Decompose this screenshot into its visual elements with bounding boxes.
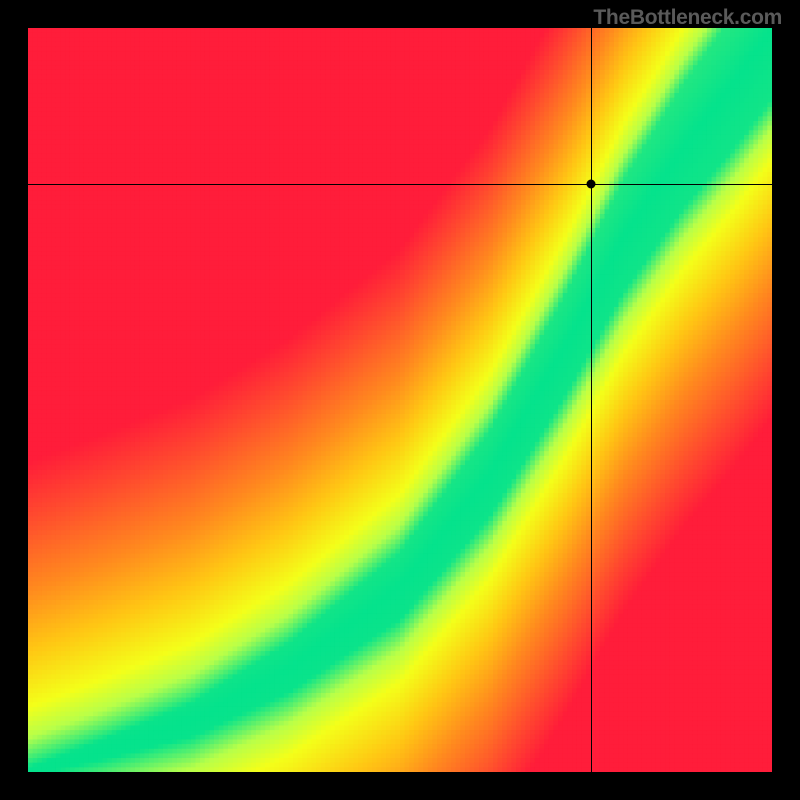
- heatmap-canvas: [28, 28, 772, 772]
- heatmap-plot: [28, 28, 772, 772]
- watermark-text: TheBottleneck.com: [593, 6, 782, 30]
- crosshair-vertical-line: [591, 28, 592, 772]
- crosshair-horizontal-line: [28, 184, 772, 185]
- chart-container: TheBottleneck.com: [0, 0, 800, 800]
- crosshair-marker-dot: [587, 180, 596, 189]
